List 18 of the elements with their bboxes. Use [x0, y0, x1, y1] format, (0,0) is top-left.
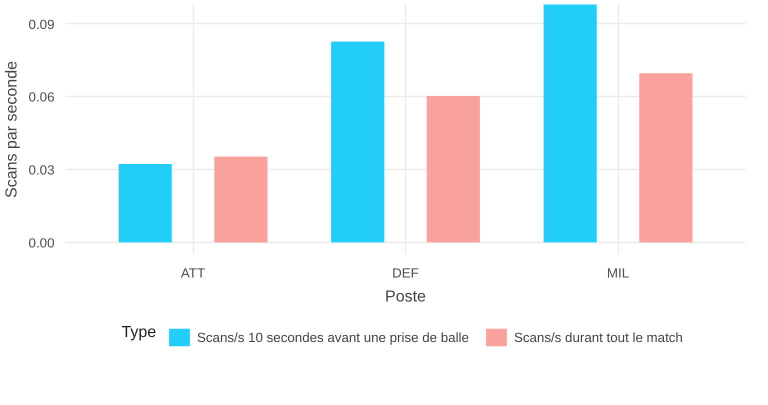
y-tick-label: 0.09 — [28, 16, 55, 32]
x-axis-title: Poste — [385, 288, 426, 306]
y-tick-label: 0.00 — [28, 235, 55, 250]
legend-label: Scans/s durant tout le match — [514, 330, 683, 344]
legend-label: Scans/s 10 secondes avant une prise de balle — [197, 330, 469, 344]
bar — [118, 164, 172, 242]
bar — [639, 73, 692, 242]
x-tick-label: DEF — [392, 266, 419, 280]
y-tick-label: 0.06 — [28, 90, 55, 105]
bar — [214, 156, 268, 242]
x-tick-label: MIL — [606, 266, 630, 280]
y-tick-label: 0.03 — [28, 162, 55, 178]
legend-title: Type — [122, 324, 156, 341]
bar — [426, 96, 480, 242]
x-tick-label: ATT — [180, 266, 206, 280]
bar — [331, 42, 384, 242]
bar — [544, 4, 597, 242]
y-axis-title: Scans par seconde — [4, 60, 21, 198]
